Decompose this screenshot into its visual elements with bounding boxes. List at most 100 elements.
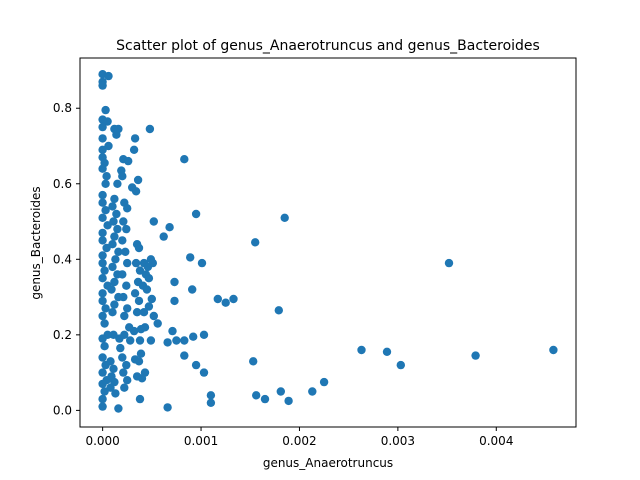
data-point [130, 134, 140, 143]
data-point [98, 402, 107, 411]
data-point [134, 243, 144, 253]
data-point [252, 391, 261, 400]
data-point [111, 389, 120, 398]
data-point [471, 351, 480, 360]
data-point [119, 368, 128, 377]
data-point [98, 258, 107, 268]
data-point [98, 251, 107, 260]
data-point [180, 336, 189, 345]
data-point [109, 364, 118, 373]
data-point [260, 394, 270, 404]
data-point [136, 325, 146, 334]
data-point [100, 266, 109, 275]
data-point [98, 368, 107, 377]
data-point [284, 396, 293, 406]
data-point [108, 240, 117, 249]
y-tick-label: 0.2 [53, 328, 72, 342]
data-point [98, 213, 107, 222]
data-point [101, 304, 110, 313]
data-point [110, 194, 119, 204]
data-point [106, 357, 115, 366]
x-tick-label: 0.003 [381, 434, 415, 448]
data-point [101, 105, 110, 115]
data-point [122, 360, 131, 370]
data-point [221, 298, 230, 307]
data-point [110, 232, 119, 241]
data-point [144, 302, 154, 311]
data-point [124, 156, 133, 166]
data-point [122, 224, 131, 234]
data-point [396, 360, 405, 370]
data-point [135, 336, 145, 345]
y-tick-label: 0.6 [53, 177, 72, 191]
data-point [123, 304, 132, 313]
data-point [122, 281, 131, 290]
data-point [123, 376, 132, 385]
data-point [118, 353, 127, 362]
data-point [134, 357, 144, 366]
data-point [133, 175, 143, 185]
data-point [98, 145, 107, 154]
data-point [149, 217, 158, 226]
data-point [114, 404, 123, 413]
data-point [136, 349, 146, 358]
data-point [170, 277, 179, 287]
data-point [112, 130, 121, 139]
data-point [144, 274, 154, 283]
data-point [102, 172, 111, 181]
data-point [98, 353, 107, 362]
data-point [98, 289, 107, 298]
data-point [120, 383, 129, 392]
data-point [191, 360, 201, 370]
data-point [98, 134, 107, 143]
data-point [114, 247, 123, 256]
data-point [206, 398, 216, 407]
data-point [251, 238, 260, 247]
data-point [153, 319, 162, 328]
data-point [186, 253, 195, 262]
data-point [197, 258, 207, 268]
data-point [123, 204, 132, 213]
x-axis-label: genus_Anaerotruncus [263, 456, 393, 470]
data-point [101, 206, 110, 215]
data-point [276, 387, 285, 396]
data-point [100, 342, 109, 351]
data-point [139, 308, 149, 317]
data-point [189, 332, 198, 341]
data-point [132, 308, 142, 317]
x-tick-label: 0.002 [282, 434, 316, 448]
data-point [106, 383, 115, 392]
data-point [98, 228, 107, 238]
data-point [98, 311, 107, 321]
data-point [109, 217, 118, 226]
data-point [108, 202, 117, 211]
data-point [199, 368, 209, 377]
data-point [126, 336, 135, 345]
data-point [98, 122, 107, 132]
data-point [116, 343, 125, 353]
data-point [148, 258, 157, 268]
data-point [98, 236, 107, 245]
points-layer [98, 70, 558, 413]
data-point [120, 311, 129, 321]
data-point [308, 387, 317, 396]
y-tick-label: 0.8 [53, 101, 72, 115]
data-point [131, 187, 141, 196]
plot-frame [79, 57, 577, 428]
data-point [119, 217, 128, 226]
data-point [170, 296, 179, 306]
y-axis: 0.0 0.2 0.4 0.6 0.8 [53, 101, 80, 417]
data-point [118, 270, 127, 279]
data-point [172, 336, 181, 345]
data-point [249, 357, 258, 366]
data-point [159, 232, 168, 241]
data-point [549, 345, 558, 355]
data-point [101, 179, 110, 188]
x-tick-label: 0.001 [184, 434, 218, 448]
data-point [188, 285, 197, 294]
y-axis-label: genus_Bacteroides [29, 186, 43, 299]
data-point [357, 345, 366, 355]
data-point [147, 294, 156, 304]
data-point [98, 274, 107, 283]
data-point [110, 300, 119, 309]
